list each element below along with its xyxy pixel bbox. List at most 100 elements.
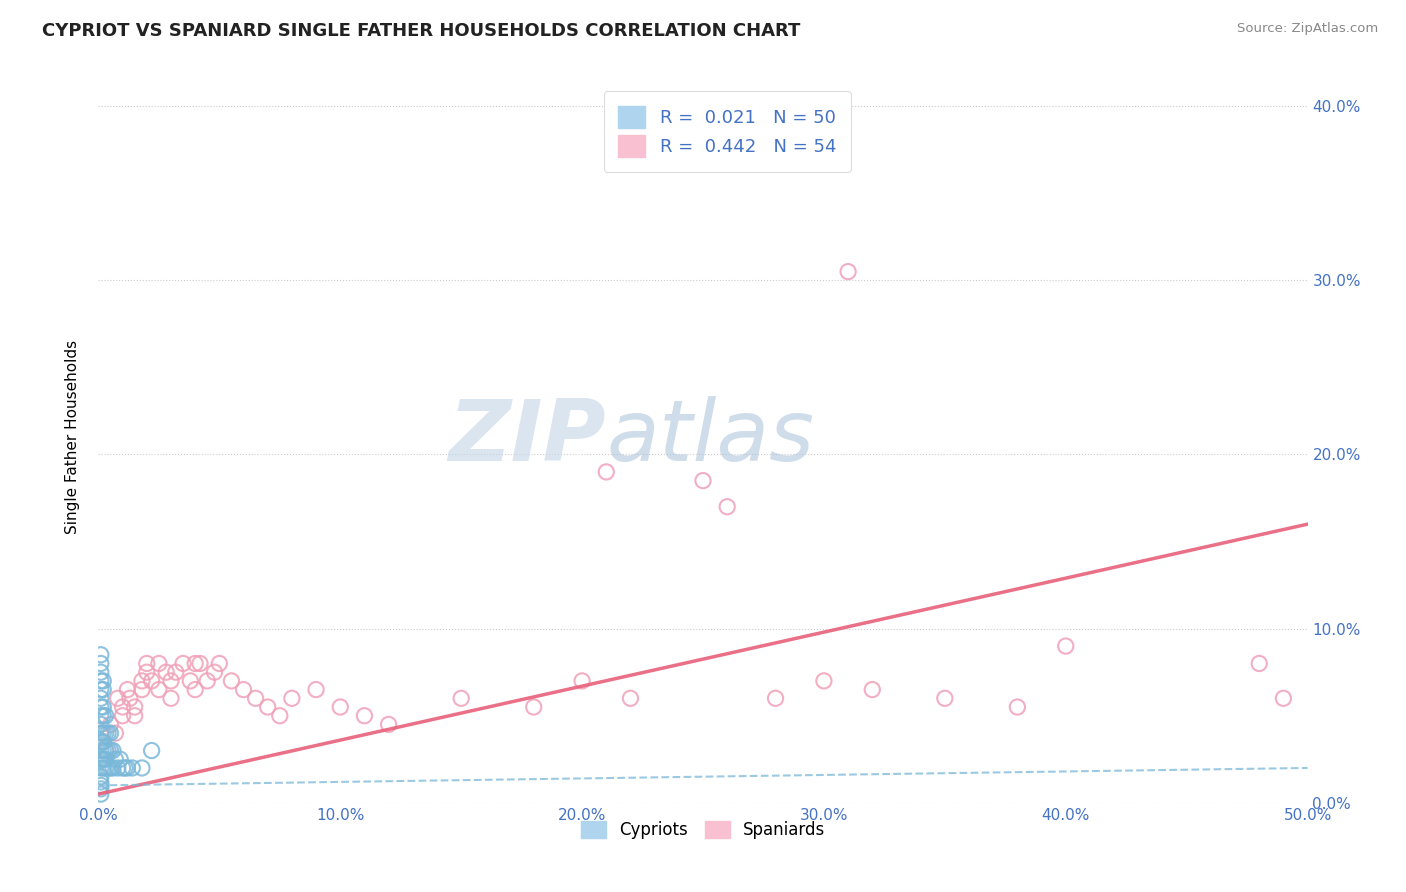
Point	[90, 743, 112, 757]
Point	[107, 691, 129, 706]
Point	[124, 700, 146, 714]
Point	[104, 726, 127, 740]
Point	[90, 665, 112, 680]
Point	[765, 691, 787, 706]
Y-axis label: Single Father Households: Single Father Households	[65, 340, 80, 534]
Point	[329, 700, 352, 714]
Point	[100, 743, 122, 757]
Point	[179, 673, 201, 688]
Text: atlas: atlas	[606, 395, 814, 479]
Point	[90, 778, 112, 792]
Point	[934, 691, 956, 706]
Point	[281, 691, 304, 706]
Point	[141, 673, 163, 688]
Point	[692, 474, 714, 488]
Point	[90, 775, 112, 789]
Point	[148, 657, 170, 671]
Point	[100, 726, 122, 740]
Point	[91, 673, 114, 688]
Point	[165, 665, 187, 680]
Point	[90, 700, 112, 714]
Point	[90, 752, 112, 766]
Point	[94, 761, 117, 775]
Point	[204, 665, 226, 680]
Point	[114, 761, 136, 775]
Point	[221, 673, 243, 688]
Point	[91, 761, 114, 775]
Point	[837, 265, 859, 279]
Point	[90, 726, 112, 740]
Point	[111, 708, 134, 723]
Point	[131, 682, 153, 697]
Point	[91, 682, 114, 697]
Point	[90, 657, 112, 671]
Point	[208, 657, 231, 671]
Point	[91, 726, 114, 740]
Point	[305, 682, 328, 697]
Point	[184, 682, 207, 697]
Point	[595, 465, 617, 479]
Point	[1272, 691, 1295, 706]
Point	[90, 735, 112, 749]
Point	[91, 735, 114, 749]
Point	[94, 708, 117, 723]
Point	[195, 673, 218, 688]
Point	[94, 752, 117, 766]
Point	[94, 743, 117, 757]
Point	[619, 691, 641, 706]
Point	[377, 717, 399, 731]
Point	[813, 673, 835, 688]
Point	[97, 743, 120, 757]
Point	[101, 761, 124, 775]
Point	[353, 708, 375, 723]
Point	[131, 673, 153, 688]
Point	[90, 648, 112, 662]
Point	[90, 691, 112, 706]
Text: CYPRIOT VS SPANIARD SINGLE FATHER HOUSEHOLDS CORRELATION CHART: CYPRIOT VS SPANIARD SINGLE FATHER HOUSEH…	[42, 22, 800, 40]
Point	[121, 761, 143, 775]
Point	[160, 691, 183, 706]
Point	[91, 743, 114, 757]
Point	[117, 682, 139, 697]
Point	[94, 743, 117, 757]
Point	[1054, 639, 1077, 653]
Point	[245, 691, 267, 706]
Point	[135, 665, 157, 680]
Point	[91, 708, 114, 723]
Point	[101, 743, 124, 757]
Legend: Cypriots, Spaniards: Cypriots, Spaniards	[574, 814, 832, 846]
Point	[90, 673, 112, 688]
Text: ZIP: ZIP	[449, 395, 606, 479]
Point	[94, 726, 117, 740]
Point	[1249, 657, 1271, 671]
Point	[90, 787, 112, 801]
Point	[111, 700, 134, 714]
Point	[269, 708, 291, 723]
Point	[1007, 700, 1029, 714]
Point	[148, 682, 170, 697]
Point	[104, 752, 127, 766]
Point	[124, 708, 146, 723]
Point	[97, 761, 120, 775]
Point	[155, 665, 177, 680]
Point	[108, 752, 131, 766]
Point	[90, 682, 112, 697]
Point	[90, 781, 112, 796]
Point	[571, 673, 593, 688]
Point	[90, 761, 112, 775]
Point	[111, 761, 134, 775]
Point	[97, 726, 120, 740]
Point	[232, 682, 254, 697]
Point	[160, 673, 183, 688]
Point	[135, 657, 157, 671]
Point	[90, 717, 112, 731]
Point	[131, 761, 153, 775]
Point	[90, 708, 112, 723]
Point	[118, 691, 141, 706]
Point	[117, 761, 139, 775]
Text: Source: ZipAtlas.com: Source: ZipAtlas.com	[1237, 22, 1378, 36]
Point	[860, 682, 883, 697]
Point	[141, 743, 163, 757]
Point	[91, 735, 114, 749]
Point	[184, 657, 207, 671]
